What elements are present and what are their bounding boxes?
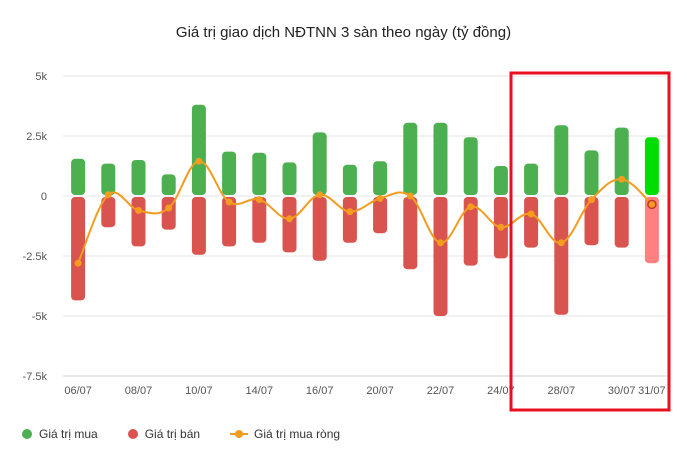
legend-net-label: Giá trị mua ròng: [254, 427, 341, 441]
buy-bar: [614, 127, 629, 195]
sell-bar: [433, 197, 448, 316]
net-point: [255, 196, 263, 204]
buy-bar: [101, 163, 116, 195]
buy-bar: [584, 150, 599, 195]
sell-bar: [614, 197, 629, 248]
buy-bar: [644, 137, 659, 195]
legend-buy-label: Giá trị mua: [39, 427, 98, 441]
legend-sell-label: Giá trị bán: [144, 427, 201, 441]
net-point: [618, 175, 626, 183]
y-tick-label: 0: [41, 191, 47, 203]
net-point: [497, 223, 505, 231]
buy-bar: [131, 160, 146, 195]
net-point: [588, 196, 595, 204]
x-tick-label: 16/07: [306, 385, 334, 397]
sell-bar: [644, 197, 659, 264]
buy-bar: [493, 166, 508, 195]
x-tick-label: 31/07: [638, 385, 666, 397]
buy-bar: [222, 151, 237, 195]
net-point: [346, 208, 354, 216]
net-point: [316, 191, 324, 199]
buy-bar: [342, 164, 357, 195]
chart-legend: Giá trị mua Giá trị bán Giá trị mua ròng: [22, 427, 370, 441]
buy-bar: [282, 162, 297, 195]
buy-bar: [71, 158, 86, 195]
net-point: [195, 157, 203, 165]
y-tick-label: -2.5k: [23, 251, 48, 263]
legend-item-net[interactable]: Giá trị mua ròng: [230, 427, 340, 441]
x-tick-label: 22/07: [427, 385, 455, 397]
sell-bar: [312, 197, 327, 261]
net-point: [225, 198, 233, 206]
buy-bar: [433, 122, 448, 195]
buy-bar: [373, 161, 388, 195]
net-point: [165, 204, 173, 212]
sell-bar: [101, 197, 116, 228]
highlight-box: [509, 71, 671, 412]
y-tick-label: -5k: [32, 311, 48, 323]
x-tick-label: 30/07: [608, 385, 636, 397]
legend-item-buy[interactable]: Giá trị mua: [22, 427, 98, 441]
y-tick-label: -7.5k: [23, 371, 48, 383]
sell-bar: [342, 197, 357, 243]
sell-bar: [463, 197, 478, 266]
buy-bar: [161, 174, 176, 195]
x-tick-label: 20/07: [366, 385, 394, 397]
sell-bar: [252, 197, 267, 243]
x-tick-label: 10/07: [185, 385, 213, 397]
net-point: [467, 203, 475, 211]
x-tick-label: 08/07: [125, 385, 153, 397]
chart-title: Giá trị giao dịch NĐTNN 3 sàn theo ngày …: [175, 24, 512, 41]
x-tick-label: 14/07: [246, 385, 274, 397]
net-point: [647, 199, 657, 210]
net-point: [406, 192, 414, 200]
sell-bar: [222, 197, 237, 247]
net-point: [135, 206, 142, 214]
buy-bar: [524, 163, 539, 195]
net-point: [437, 239, 444, 247]
legend-buy-marker: [22, 429, 32, 439]
buy-bar: [191, 104, 206, 195]
sell-bar: [554, 197, 569, 315]
x-tick-label: 24/07: [487, 385, 515, 397]
net-point: [376, 194, 384, 202]
sell-bar: [191, 197, 206, 255]
buy-bar: [403, 122, 418, 195]
legend-sell-marker: [127, 429, 138, 439]
net-point: [557, 239, 565, 247]
sell-bar: [131, 197, 146, 247]
x-tick-label: 06/07: [64, 385, 92, 397]
buy-bar: [463, 137, 478, 195]
buy-bar: [312, 132, 327, 195]
x-tick-label: 28/07: [548, 385, 576, 397]
net-point: [74, 259, 82, 267]
buy-bar: [554, 125, 569, 195]
sell-bar: [282, 197, 297, 253]
net-point: [286, 215, 293, 223]
legend-item-sell[interactable]: Giá trị bán: [127, 427, 201, 441]
buy-bar: [252, 152, 267, 195]
sell-bar: [403, 197, 418, 270]
sell-bar: [373, 197, 388, 234]
sell-bar: [584, 197, 599, 246]
y-tick-label: 5k: [35, 71, 47, 83]
sell-bar: [71, 197, 86, 301]
sell-bar: [524, 197, 539, 248]
net-point: [104, 191, 112, 199]
y-tick-label: 2.5k: [26, 131, 47, 143]
net-point: [527, 210, 535, 218]
legend-net-marker: [230, 429, 249, 439]
